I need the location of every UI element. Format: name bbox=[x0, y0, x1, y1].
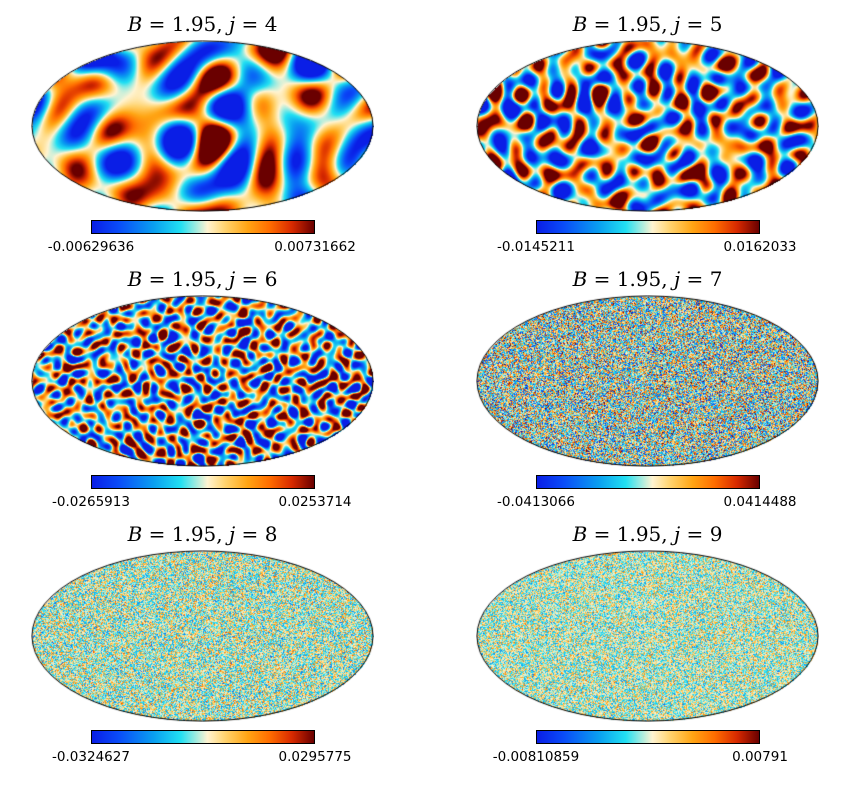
colorbar-min-label: -0.00629636 bbox=[47, 239, 135, 255]
panel-title: B = 1.95, j = 5 bbox=[572, 12, 723, 36]
colorbar-max-label: 0.0414488 bbox=[723, 494, 797, 510]
panel-title: B = 1.95, j = 7 bbox=[572, 267, 723, 291]
colorbar-min-label: -0.0413066 bbox=[497, 494, 575, 510]
panel-title: B = 1.95, j = 6 bbox=[127, 267, 278, 291]
sky-map bbox=[476, 40, 819, 212]
map-panel-j6: B = 1.95, j = 6 -0.0265913 0.0253714 bbox=[0, 255, 425, 510]
sky-map bbox=[476, 550, 819, 722]
map-panel-j4: B = 1.95, j = 4 -0.00629636 0.00731662 bbox=[0, 0, 425, 255]
colorbar-max-label: 0.0295775 bbox=[278, 749, 352, 765]
colorbar bbox=[536, 730, 760, 744]
sky-map bbox=[476, 295, 819, 467]
sky-map bbox=[31, 40, 374, 212]
colorbar-min-label: -0.0265913 bbox=[52, 494, 130, 510]
colorbar bbox=[536, 475, 760, 489]
colorbar-max-label: 0.00791 bbox=[732, 749, 788, 765]
panel-title: B = 1.95, j = 8 bbox=[127, 522, 278, 546]
map-panel-j8: B = 1.95, j = 8 -0.0324627 0.0295775 bbox=[0, 510, 425, 765]
map-panel-j5: B = 1.95, j = 5 -0.0145211 0.0162033 bbox=[445, 0, 850, 255]
map-panel-j7: B = 1.95, j = 7 -0.0413066 0.0414488 bbox=[445, 255, 850, 510]
colorbar bbox=[536, 220, 760, 234]
colorbar-max-label: 0.0162033 bbox=[723, 239, 797, 255]
colorbar-min-label: -0.00810859 bbox=[492, 749, 580, 765]
colorbar bbox=[91, 475, 315, 489]
panel-title: B = 1.95, j = 9 bbox=[572, 522, 723, 546]
colorbar-min-label: -0.0324627 bbox=[52, 749, 130, 765]
colorbar bbox=[91, 220, 315, 234]
sky-map bbox=[31, 550, 374, 722]
colorbar-max-label: 0.0253714 bbox=[278, 494, 352, 510]
colorbar-max-label: 0.00731662 bbox=[274, 239, 356, 255]
map-panel-j9: B = 1.95, j = 9 -0.00810859 0.00791 bbox=[445, 510, 850, 765]
panel-title: B = 1.95, j = 4 bbox=[127, 12, 278, 36]
colorbar bbox=[91, 730, 315, 744]
colorbar-min-label: -0.0145211 bbox=[497, 239, 575, 255]
sky-map bbox=[31, 295, 374, 467]
